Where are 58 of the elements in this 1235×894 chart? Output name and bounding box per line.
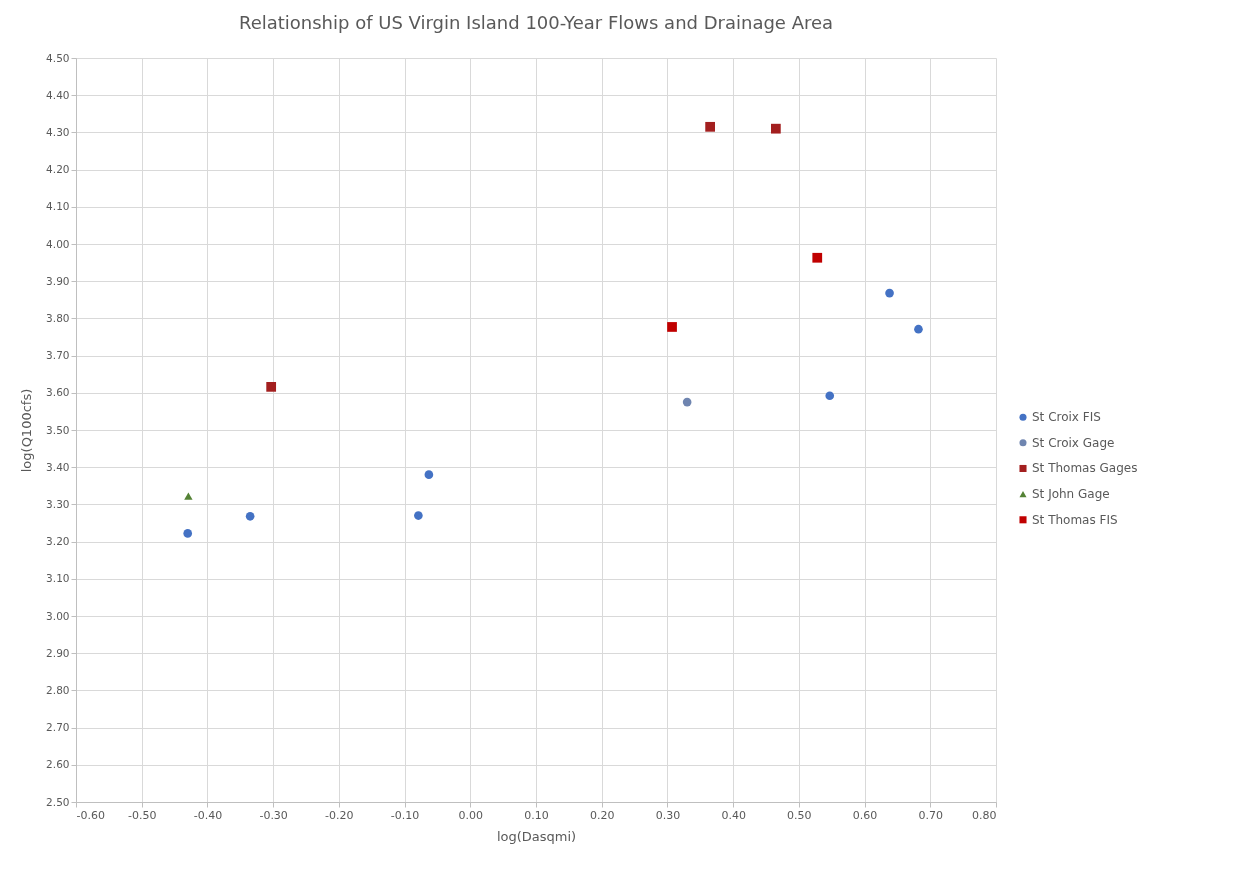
legend-label: St Thomas Gages bbox=[1032, 461, 1138, 476]
x-axis-title: log(Dasqmi) bbox=[496, 828, 577, 844]
legend-label: St Thomas FIS bbox=[1032, 512, 1118, 527]
point bbox=[183, 529, 193, 538]
y-tick-label: 2.60 bbox=[46, 758, 70, 771]
x-tick-label: -0.40 bbox=[193, 808, 223, 822]
x-tick-label: 0.00 bbox=[458, 808, 484, 822]
legend-label: St John Gage bbox=[1032, 487, 1110, 502]
x-tick-label: 0.50 bbox=[787, 808, 812, 822]
x-tick-label: 0.30 bbox=[655, 808, 681, 822]
point bbox=[825, 391, 835, 401]
x-tick-label: -0.30 bbox=[259, 808, 288, 822]
y-tick-label: 3.00 bbox=[46, 609, 70, 622]
x-tick-label: 0.60 bbox=[852, 808, 878, 822]
x-tick-label: 0.80 bbox=[972, 808, 997, 822]
y-tick-label: 3.20 bbox=[46, 535, 70, 548]
x-tick-label: 0.40 bbox=[721, 808, 746, 822]
x-tick-label: -0.20 bbox=[325, 808, 354, 822]
point bbox=[667, 322, 677, 332]
y-tick-label: 2.50 bbox=[46, 795, 70, 808]
y-tick-label: 4.50 bbox=[46, 51, 70, 64]
x-tick-label: -0.60 bbox=[76, 808, 105, 822]
x-tick-label: 0.70 bbox=[918, 808, 944, 822]
y-tick-label: 4.40 bbox=[46, 88, 70, 101]
y-tick-label: 2.90 bbox=[46, 646, 70, 659]
x-tick-label: 0.10 bbox=[524, 808, 549, 822]
point bbox=[682, 397, 692, 407]
y-tick-label: 3.40 bbox=[46, 460, 70, 473]
legend-label: St Croix FIS bbox=[1032, 410, 1101, 425]
y-tick-label: 3.50 bbox=[46, 423, 70, 436]
point bbox=[424, 470, 434, 479]
x-tick-label: 0.20 bbox=[589, 808, 615, 822]
y-tick-label: 3.70 bbox=[46, 349, 70, 362]
point bbox=[414, 511, 423, 520]
legend-label: St Croix Gage bbox=[1032, 435, 1115, 450]
y-tick-label: 3.90 bbox=[46, 274, 70, 287]
chart-title: Relationship of US Virgin Island 100-Year Flows and Drainage Area bbox=[238, 12, 834, 33]
x-tick-label: -0.50 bbox=[127, 808, 157, 822]
y-tick-label: 4.30 bbox=[46, 125, 70, 138]
point bbox=[266, 381, 277, 392]
y-tick-label: 4.20 bbox=[46, 163, 70, 176]
y-tick-label: 3.30 bbox=[46, 497, 70, 510]
point bbox=[914, 324, 923, 334]
y-tick-label: 3.10 bbox=[46, 572, 70, 585]
x-tick-label: -0.10 bbox=[390, 808, 420, 822]
y-tick-label: 4.00 bbox=[46, 237, 70, 250]
y-tick-label: 2.70 bbox=[46, 721, 70, 734]
point bbox=[184, 492, 193, 500]
y-tick-label: 3.80 bbox=[46, 311, 70, 324]
y-tick-label: 2.80 bbox=[46, 683, 70, 696]
y-tick-label: 4.10 bbox=[46, 200, 70, 213]
point bbox=[705, 121, 716, 132]
y-axis-title: log(Q100cfs) bbox=[19, 388, 35, 473]
point bbox=[245, 511, 255, 521]
point bbox=[812, 252, 823, 263]
y-tick-label: 3.60 bbox=[46, 386, 70, 399]
point bbox=[885, 288, 894, 298]
point bbox=[770, 123, 781, 134]
